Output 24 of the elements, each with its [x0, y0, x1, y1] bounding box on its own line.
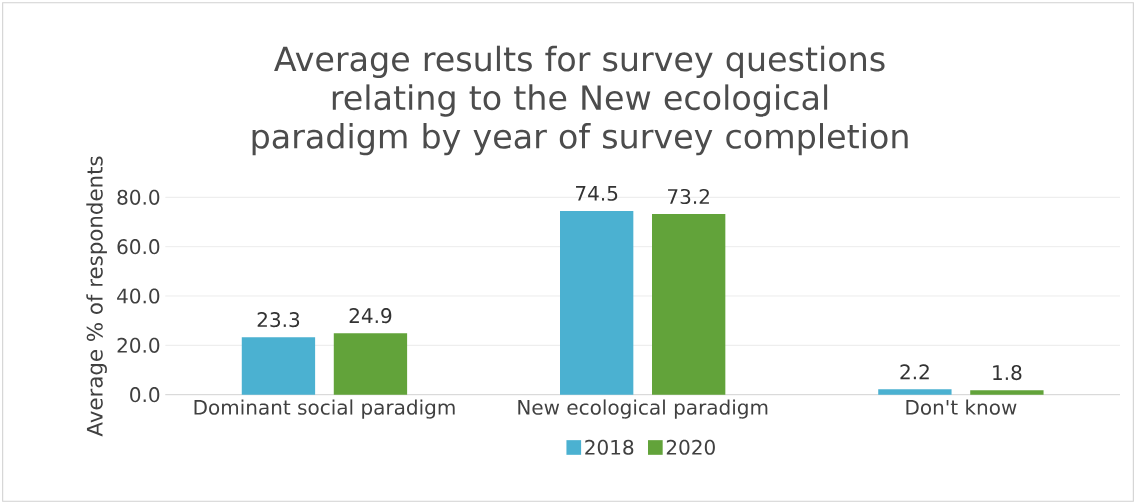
data-label: 23.3	[257, 312, 300, 328]
data-label: 2.2	[900, 364, 929, 380]
data-label: 73.2	[668, 188, 709, 205]
bar	[241, 337, 316, 395]
legend-label: 2018	[585, 439, 634, 455]
bar	[878, 389, 952, 395]
bar	[560, 210, 634, 395]
bar	[652, 214, 726, 395]
x-tick-label: Don't know	[906, 399, 1017, 415]
x-tick-label: New ecological paradigm	[518, 399, 768, 419]
legend-label: 2020	[666, 439, 715, 455]
y-tick-label: 0.0	[130, 387, 160, 403]
bar	[333, 333, 408, 395]
y-tick-label: 60.0	[117, 239, 160, 255]
x-tick-label: Dominant social paradigm	[194, 399, 455, 419]
y-axis-title: Average % of respondents	[86, 156, 107, 437]
data-label: 74.5	[576, 186, 618, 201]
data-label: 24.9	[349, 308, 392, 324]
chart-title: Average results for survey questions relating to the New ecological paradigm by year of survey completion	[252, 45, 908, 156]
y-tick-label: 80.0	[117, 189, 160, 205]
data-label: 1.8	[993, 365, 1022, 381]
y-tick-label: 20.0	[117, 337, 160, 353]
y-tick-label: 40.0	[117, 288, 160, 304]
bar	[970, 390, 1044, 395]
